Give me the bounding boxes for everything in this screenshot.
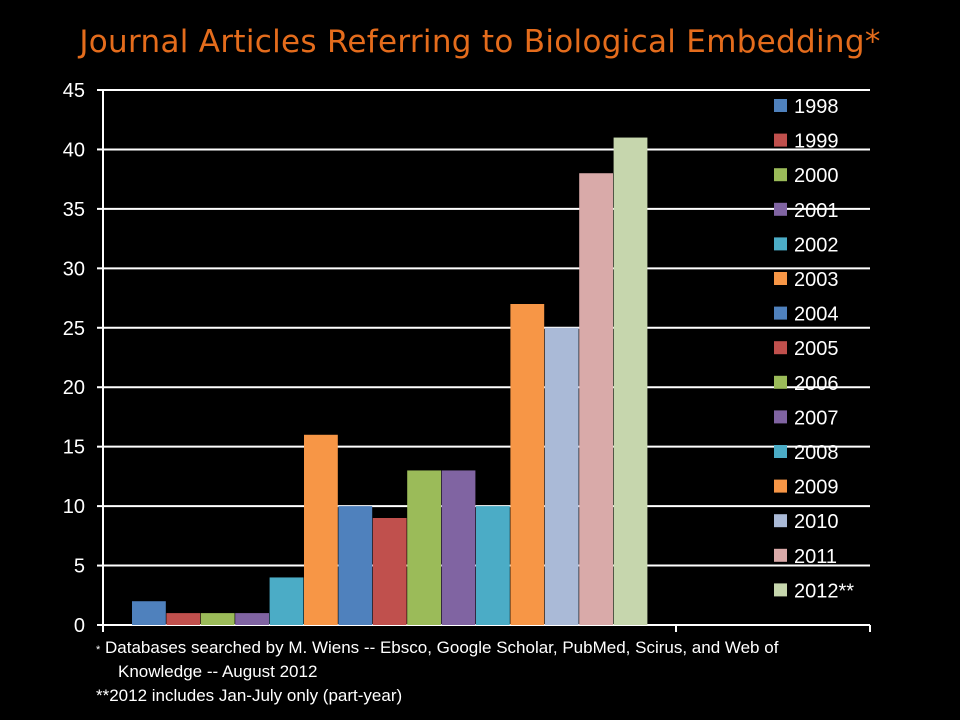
- y-tick-label: 0: [74, 615, 85, 637]
- bar-2007: [441, 470, 476, 625]
- y-tick-label: 45: [63, 80, 85, 102]
- legend-label: 2001: [794, 200, 839, 222]
- legend-label: 2005: [794, 338, 839, 360]
- footnote-line-1: * Databases searched by M. Wiens -- Ebsc…: [96, 637, 896, 661]
- bar-2012: [613, 137, 648, 626]
- legend-swatch: [774, 514, 787, 528]
- legend-label: 2003: [794, 269, 839, 291]
- footnotes: * Databases searched by M. Wiens -- Ebsc…: [96, 637, 896, 707]
- legend-label: 2010: [794, 511, 839, 533]
- footnote-part-year: **2012 includes Jan-July only (part-year…: [96, 686, 403, 705]
- bar-2005: [372, 518, 407, 625]
- chart-title: Journal Articles Referring to Biological…: [79, 24, 881, 60]
- bar-2002: [269, 577, 304, 625]
- bar-2010: [544, 327, 579, 625]
- legend-swatch: [774, 306, 787, 320]
- legend-label: 2008: [794, 442, 839, 464]
- footnote-databases-text: Databases searched by M. Wiens -- Ebsco,…: [105, 638, 779, 657]
- legend-swatch: [774, 133, 787, 147]
- legend-swatch: [774, 341, 787, 355]
- bars: [132, 137, 648, 626]
- bar-2004: [338, 506, 373, 625]
- legend-swatch: [774, 548, 787, 562]
- legend-swatch: [774, 202, 787, 216]
- axes: [97, 89, 871, 632]
- legend-swatch: [774, 272, 787, 285]
- y-tick-label: 40: [63, 139, 85, 161]
- bar-2011: [579, 173, 613, 625]
- bar-2008: [476, 506, 510, 625]
- legend-label: 2011: [794, 546, 837, 568]
- legend-swatch: [774, 99, 787, 112]
- legend-swatch: [774, 237, 787, 251]
- footnote-star: *: [96, 644, 101, 656]
- legend-label: 2009: [794, 477, 839, 499]
- y-tick-label: 5: [74, 556, 85, 578]
- y-tick-label: 10: [63, 496, 85, 518]
- legend-swatch: [774, 410, 787, 424]
- bar-2001: [235, 613, 269, 625]
- bar-2006: [407, 470, 441, 625]
- y-tick-label: 30: [63, 258, 85, 280]
- legend-label: 1999: [794, 131, 839, 153]
- legend-swatch: [774, 445, 787, 458]
- legend-label: 2000: [794, 165, 839, 187]
- legend-swatch: [774, 479, 787, 493]
- y-tick-label: 20: [63, 377, 85, 399]
- legend-label: 2004: [794, 304, 839, 326]
- bar-2000: [200, 613, 235, 625]
- legend-swatch: [774, 375, 787, 389]
- legend-label: 2012**: [794, 580, 854, 602]
- legend-swatch: [774, 168, 787, 182]
- y-tick-labels: 0 5 10 15 20 25 30 35 40 45: [63, 80, 85, 637]
- legend-label: 2006: [794, 373, 839, 395]
- footnote-line-2: Knowledge -- August 2012: [118, 662, 318, 681]
- bar-1998: [132, 601, 166, 625]
- bar-2003: [304, 434, 338, 625]
- legend: 1998 1999 2000 2001 2002 2003 2004 2005 2006 2007…: [774, 96, 854, 602]
- bar-1999: [166, 613, 201, 625]
- legend-swatch: [774, 583, 787, 597]
- y-tick-label: 25: [63, 318, 85, 340]
- bar-2009: [510, 304, 545, 625]
- legend-label: 2002: [794, 234, 839, 256]
- legend-label: 1998: [794, 96, 839, 118]
- y-tick-label: 15: [63, 437, 85, 459]
- legend-label: 2007: [794, 407, 839, 429]
- y-tick-label: 35: [63, 199, 85, 221]
